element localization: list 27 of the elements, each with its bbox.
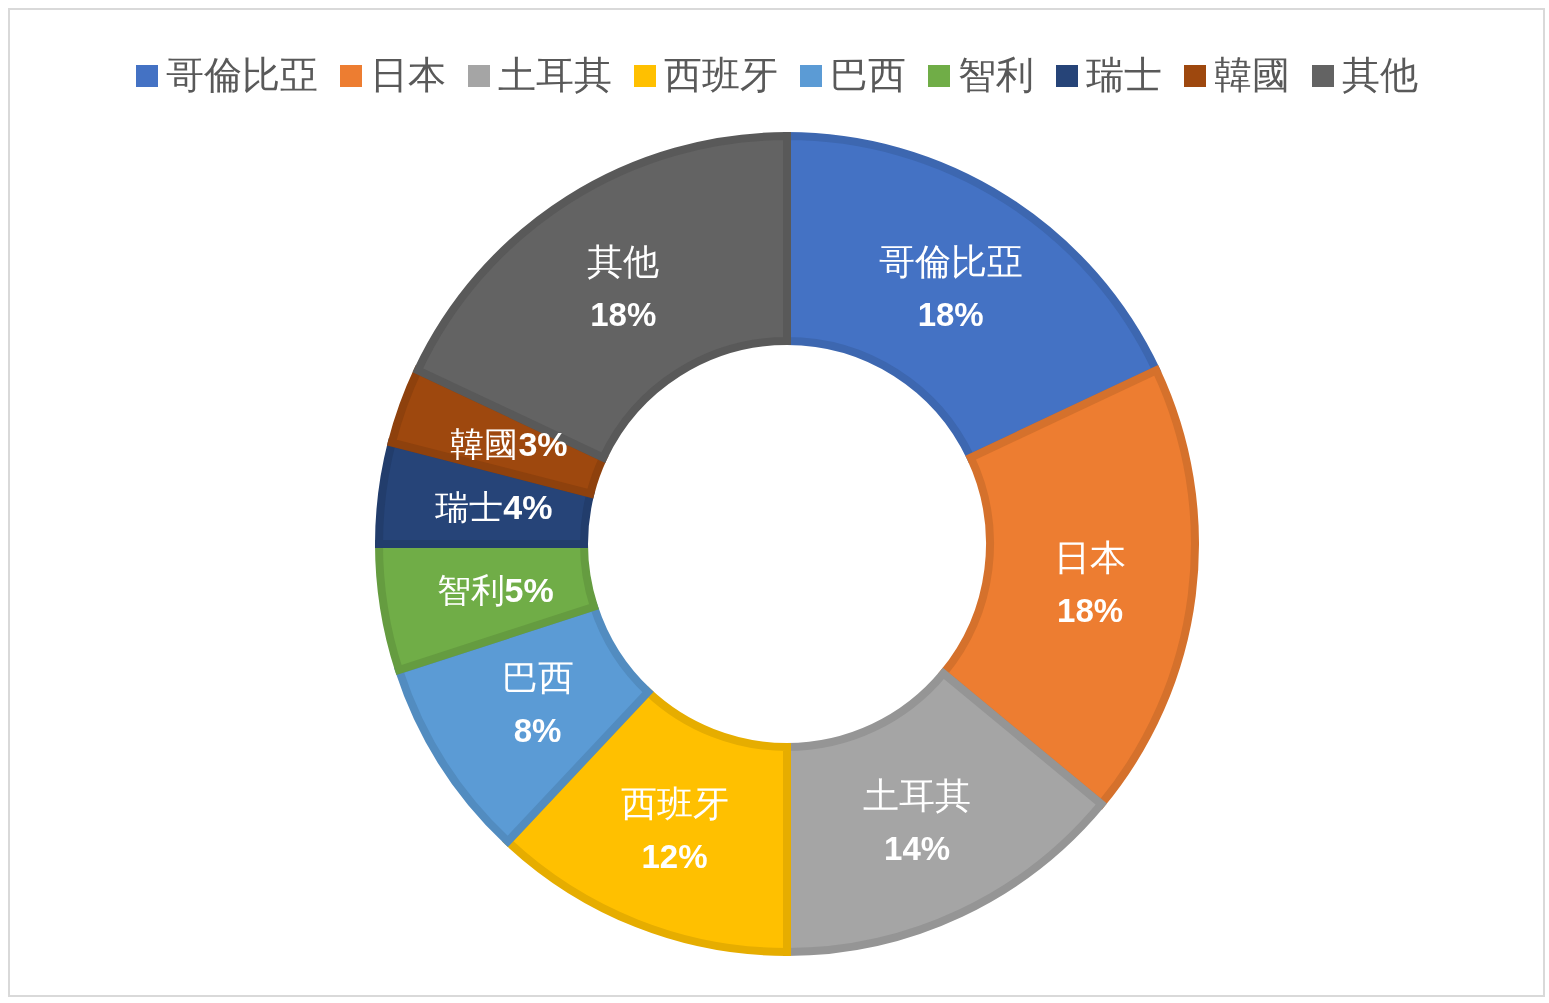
data-label: 18% <box>1057 592 1124 630</box>
legend-label: 土耳其 <box>497 53 612 98</box>
legend-label: 巴西 <box>829 53 906 98</box>
slice-label: 韓國 <box>450 424 519 463</box>
legend-label: 瑞士 <box>1085 53 1162 98</box>
legend-label: 西班牙 <box>663 53 778 98</box>
slice-label: 瑞士 <box>435 487 504 526</box>
data-label: 5% <box>504 571 554 610</box>
data-label: 8% <box>513 712 562 750</box>
slice-label: 智利 <box>436 571 505 610</box>
slice-label: 哥倫比亞 <box>878 241 1023 283</box>
legend-label: 日本 <box>369 53 446 98</box>
legend-label: 韓國 <box>1213 53 1290 98</box>
data-label: 12% <box>641 838 708 876</box>
data-label: 18% <box>917 296 984 334</box>
legend-label: 哥倫比亞 <box>165 53 318 98</box>
slice-label: 土耳其 <box>863 775 972 817</box>
data-label: 18% <box>590 296 657 334</box>
slice-label: 其他 <box>587 241 660 283</box>
legend-label: 智利 <box>957 53 1034 98</box>
data-label: 14% <box>884 830 951 868</box>
data-label: 3% <box>518 424 568 463</box>
legend-label: 其他 <box>1341 53 1418 98</box>
data-label: 4% <box>503 487 553 526</box>
slice-label: 西班牙 <box>620 783 729 825</box>
slice-label: 巴西 <box>501 657 574 699</box>
slice-label: 日本 <box>1054 537 1127 579</box>
